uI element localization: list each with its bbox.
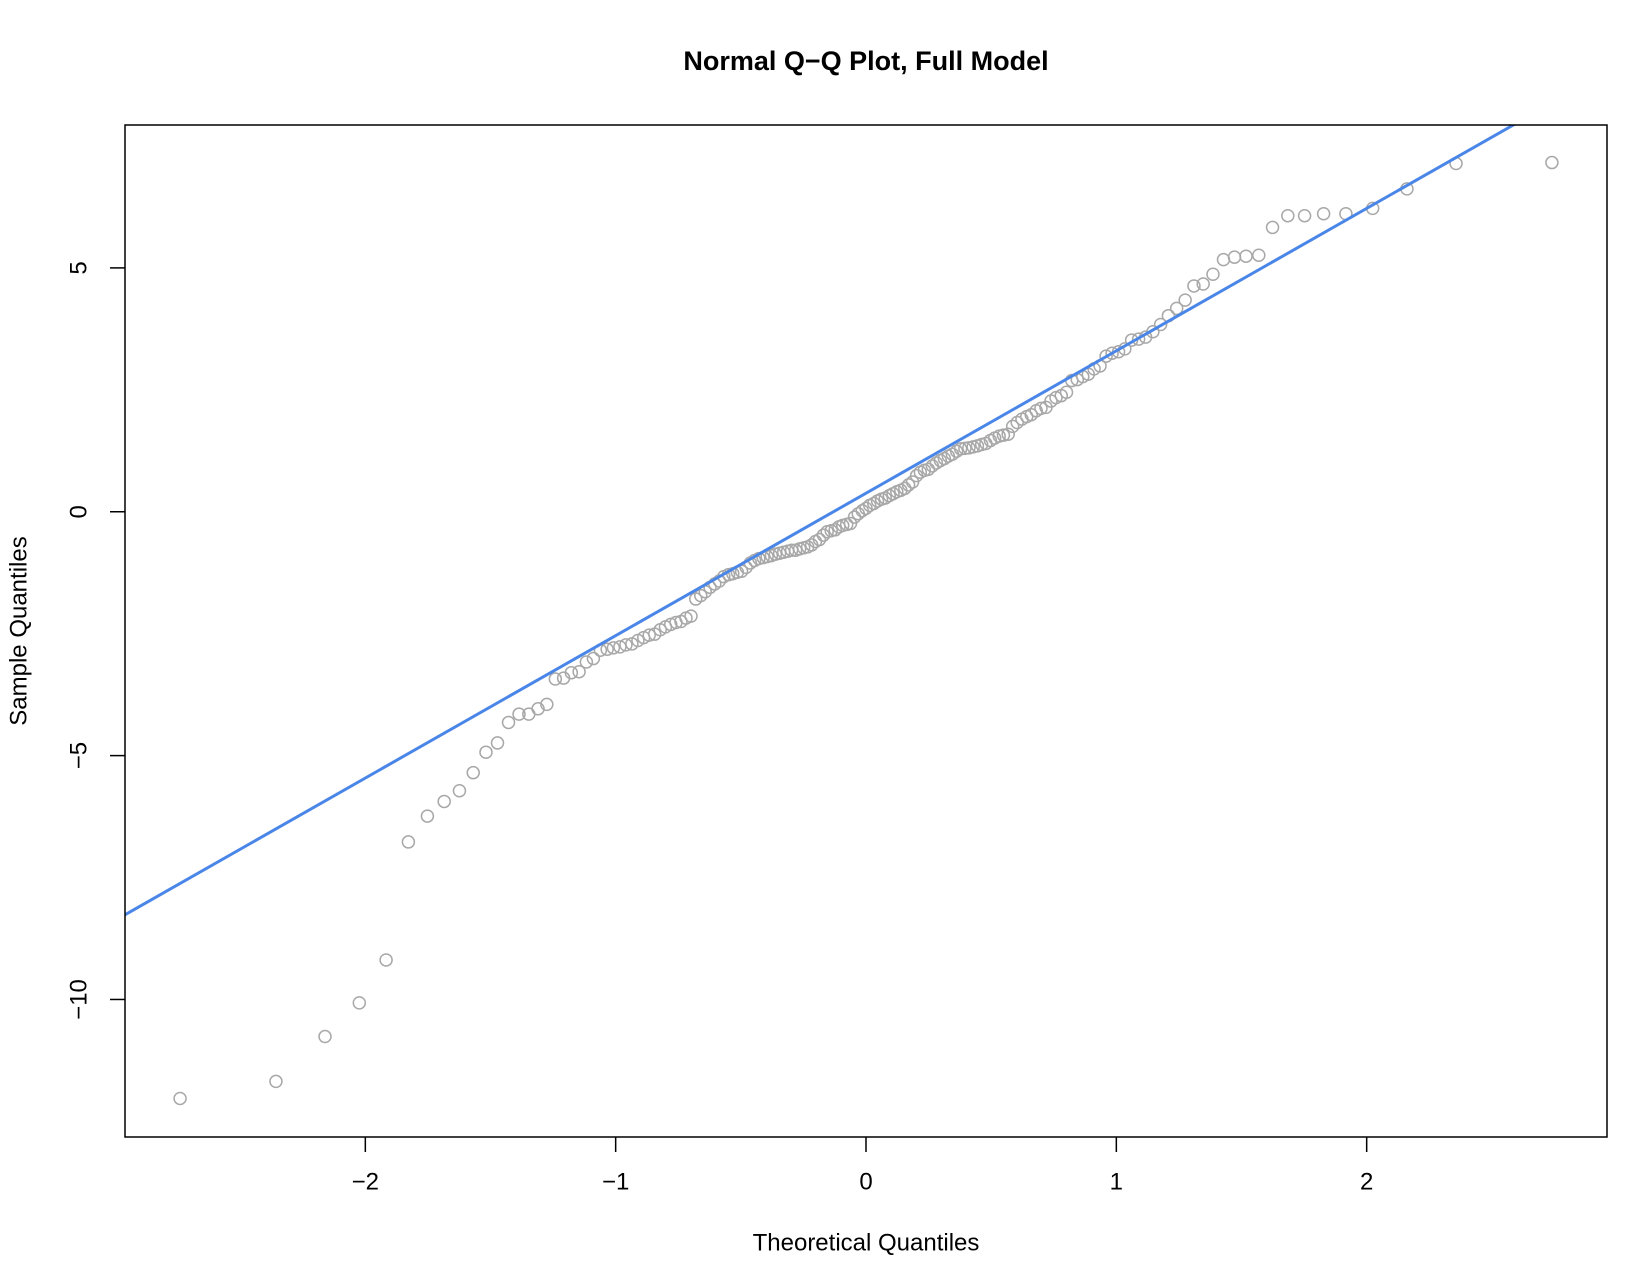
data-point — [1281, 208, 1295, 223]
data-point — [898, 481, 912, 496]
data-point — [531, 702, 545, 716]
data-point — [1216, 252, 1231, 267]
data-point — [600, 642, 614, 657]
data-point — [540, 697, 554, 712]
data-point — [452, 783, 467, 798]
data-point — [437, 794, 451, 809]
y-tick-label: −5 — [65, 742, 92, 769]
data-point — [1252, 248, 1266, 262]
data-point — [1105, 346, 1119, 360]
x-tick-label: 0 — [859, 1168, 872, 1195]
data-point — [642, 628, 656, 642]
data-point — [828, 523, 842, 537]
data-point — [1169, 301, 1184, 316]
data-point — [953, 442, 968, 456]
data-point — [572, 664, 586, 679]
data-point — [564, 665, 579, 680]
data-point — [901, 478, 916, 492]
data-point — [579, 655, 594, 669]
data-point — [420, 809, 435, 823]
data-point — [1206, 267, 1220, 281]
x-tick-label: 2 — [1360, 1168, 1373, 1195]
data-point — [173, 1091, 187, 1106]
data-point — [1227, 250, 1242, 264]
data-point — [1196, 277, 1210, 291]
data-point — [1034, 401, 1048, 416]
y-tick-label: 5 — [65, 261, 92, 274]
data-point — [816, 528, 831, 542]
data-point — [859, 501, 873, 516]
data-point — [401, 835, 416, 849]
data-point — [352, 996, 367, 1010]
data-point — [512, 707, 526, 721]
y-axis-title: Sample Quantiles — [5, 536, 32, 725]
data-point — [1265, 220, 1280, 235]
data-point — [1153, 317, 1168, 332]
data-point — [490, 736, 505, 750]
data-point — [1297, 208, 1312, 223]
data-point — [958, 441, 972, 456]
x-tick-label: 1 — [1110, 1168, 1123, 1195]
data-point — [1059, 385, 1074, 400]
data-point — [269, 1074, 283, 1089]
data-point — [466, 765, 480, 780]
data-point — [1316, 207, 1331, 221]
y-tick-label: −10 — [65, 979, 92, 1020]
reference-line — [125, 125, 1517, 917]
data-point — [619, 638, 633, 652]
x-axis-title: Theoretical Quantiles — [753, 1229, 980, 1256]
data-point — [379, 953, 393, 967]
data-point — [501, 715, 516, 730]
data-point — [1187, 279, 1201, 293]
data-point — [1178, 293, 1192, 307]
data-point — [586, 651, 601, 666]
data-point — [606, 641, 621, 655]
data-point — [694, 588, 708, 603]
data-point — [867, 496, 881, 511]
data-point — [479, 745, 493, 759]
data-point — [548, 672, 563, 686]
data-point — [1005, 419, 1020, 434]
data-point — [1545, 155, 1559, 170]
chart-title: Normal Q−Q Plot, Full Model — [683, 46, 1048, 76]
data-point — [684, 609, 698, 623]
data-point — [1239, 249, 1253, 263]
data-point — [996, 428, 1011, 442]
y-tick-label: 0 — [65, 505, 92, 518]
data-point — [1001, 427, 1015, 441]
x-tick-label: −2 — [352, 1168, 379, 1195]
plot-area — [125, 125, 1559, 1106]
data-point — [1131, 332, 1146, 346]
x-tick-label: −1 — [602, 1168, 629, 1195]
data-point — [812, 532, 827, 547]
plot-frame — [124, 124, 1608, 1138]
data-point — [318, 1029, 332, 1044]
